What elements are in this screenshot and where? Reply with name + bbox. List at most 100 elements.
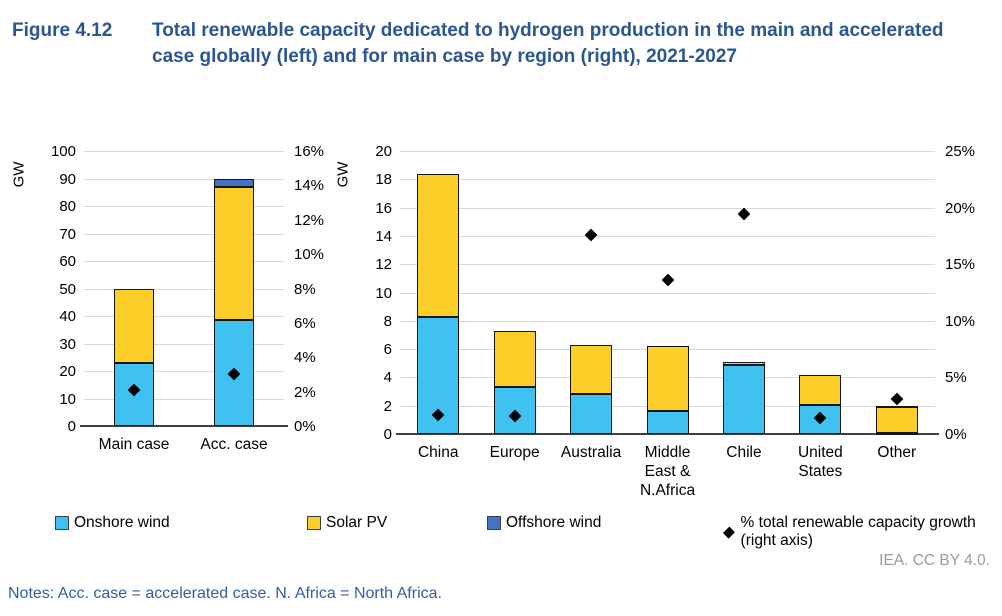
secondary-axis-tick-label: 10% — [294, 246, 325, 264]
y-axis-tick-label: 60 — [59, 253, 76, 270]
y-axis-tick-label: 90 — [59, 170, 76, 188]
legend-label: Solar PV — [326, 514, 388, 531]
gridline — [400, 264, 935, 266]
legend-swatch-icon — [307, 516, 321, 530]
gridline — [400, 179, 935, 181]
gridline — [400, 151, 935, 152]
y-axis-tick-label: 50 — [59, 280, 76, 298]
y-axis-tick-label: 4 — [383, 369, 392, 387]
bar-segment-solar-pv — [799, 375, 842, 405]
x-axis-category-label: China — [417, 444, 459, 461]
figure-number: Figure 4.12 — [12, 20, 113, 41]
figure-title: Total renewable capacity dedicated to hy… — [152, 20, 944, 67]
y-axis-tick-label: 70 — [59, 225, 76, 243]
legend-item-solar-pv: Solar PV — [307, 514, 387, 532]
y-axis-tick-label: 20 — [375, 143, 392, 160]
gridline — [400, 235, 935, 237]
gridline — [84, 261, 284, 262]
y-axis-tick-label: 0 — [67, 418, 76, 435]
bar-segment-solar-pv — [570, 344, 613, 395]
secondary-axis-tick-label: 15% — [945, 256, 976, 274]
y-axis-tick-label: 2 — [383, 397, 392, 415]
secondary-axis-tick-label: 12% — [294, 211, 325, 229]
secondary-axis-tick-label: 4% — [294, 349, 316, 367]
y-axis-tick-label: 20 — [59, 363, 76, 380]
y-axis-tick-label: 6 — [383, 341, 392, 359]
secondary-axis-tick-label: 16% — [294, 143, 325, 160]
y-axis-tick-label: 0 — [383, 426, 392, 443]
secondary-axis-tick-label: 10% — [945, 312, 976, 330]
gridline — [84, 233, 284, 235]
gridline — [84, 206, 284, 207]
y-axis-tick-label: 14 — [375, 227, 392, 245]
x-axis-category-label: Acc. case — [200, 436, 268, 453]
source-attribution: IEA. CC BY 4.0. — [879, 552, 990, 569]
legend-item-offshore-wind: Offshore wind — [487, 514, 601, 532]
y-axis-tick-label: 10 — [59, 390, 76, 408]
gridline — [84, 316, 284, 317]
secondary-axis-tick-label: 6% — [294, 314, 316, 332]
gridline — [84, 288, 284, 290]
bar-segment-onshore-wind — [646, 411, 689, 434]
x-axis-category-label: United States — [797, 444, 843, 480]
legend-label: % total renewable capacity growth (right… — [740, 514, 976, 549]
gridline — [84, 398, 284, 400]
y-axis-unit-label: GW — [10, 161, 28, 188]
secondary-axis-tick-label: 14% — [294, 177, 325, 195]
bar-segment-onshore-wind — [570, 394, 613, 434]
figure-header: Figure 4.12 Total renewable capacity ded… — [12, 18, 987, 70]
x-axis-baseline — [396, 433, 939, 435]
secondary-axis-tick-label: 0% — [945, 426, 967, 443]
growth-diamond-marker — [661, 273, 674, 287]
bar-segment-onshore-wind — [875, 432, 918, 435]
bar-segment-solar-pv — [114, 288, 154, 363]
bar-segment-offshore-wind — [875, 405, 918, 408]
y-axis-tick-label: 80 — [59, 198, 76, 215]
bar-segment-onshore-wind — [214, 320, 254, 426]
y-axis-tick-label: 18 — [375, 171, 392, 189]
secondary-axis-tick-label: 20% — [945, 199, 976, 217]
y-axis-tick-label: 12 — [375, 256, 392, 274]
legend-label: Offshore wind — [506, 514, 602, 531]
y-axis-tick-label: 8 — [383, 312, 392, 330]
figure-notes: Notes: Acc. case = accelerated case. N. … — [8, 585, 442, 602]
x-axis-category-label: Other — [877, 444, 917, 461]
growth-diamond-marker — [890, 392, 904, 406]
bar-segment-solar-pv — [722, 361, 765, 365]
gridline — [84, 371, 284, 372]
gridline — [400, 207, 935, 209]
secondary-axis-tick-label: 25% — [945, 143, 976, 160]
secondary-axis-tick-label: 0% — [294, 418, 316, 435]
growth-diamond-marker — [584, 228, 598, 242]
secondary-axis-tick-label: 5% — [945, 369, 967, 387]
x-axis-baseline — [80, 425, 288, 427]
y-axis-tick-label: 10 — [375, 284, 392, 302]
x-axis-category-label: Chile — [726, 444, 762, 461]
gridline — [400, 320, 935, 322]
bar-segment-solar-pv — [646, 346, 689, 412]
gridline — [84, 343, 284, 345]
legend-swatch-icon — [55, 516, 69, 530]
x-axis-category-label: Australia — [560, 444, 622, 461]
secondary-axis-tick-label: 8% — [294, 280, 316, 298]
gridline — [400, 292, 935, 294]
y-axis-tick-label: 16 — [375, 199, 392, 217]
legend-swatch-icon — [487, 516, 501, 530]
x-axis-category-label: Europe — [489, 444, 540, 461]
y-axis-tick-label: 30 — [59, 335, 76, 353]
plot-area — [396, 151, 939, 435]
plot-area — [80, 151, 288, 427]
legend-item-total-renewable-capacity: % total renewable capacity growth (right… — [722, 514, 1002, 550]
chart-by-region: GW 0 2 4 6 8 10 12 14 16 18 20 0% 5% 10% 15% 20% 25% Chin… — [335, 140, 1000, 500]
x-axis-category-label: Middle East & N.Africa — [639, 444, 696, 499]
legend-item-onshore-wind: Onshore wind — [55, 514, 170, 532]
x-axis-category-label: Main case — [98, 436, 170, 453]
y-axis-tick-label: 100 — [50, 143, 76, 160]
diamond-marker-icon — [722, 526, 735, 538]
growth-diamond-marker — [737, 208, 751, 221]
chart-global-cases: GW 0 10 20 30 40 50 60 70 80 90 100 0% 2% 4% 6% 8% 10% 12… — [10, 140, 342, 475]
bar-segment-solar-pv — [493, 330, 536, 388]
bar-segment-solar-pv — [214, 186, 254, 321]
chart-legend: Onshore wind Solar PV Offshore wind % total… — [0, 514, 1002, 549]
